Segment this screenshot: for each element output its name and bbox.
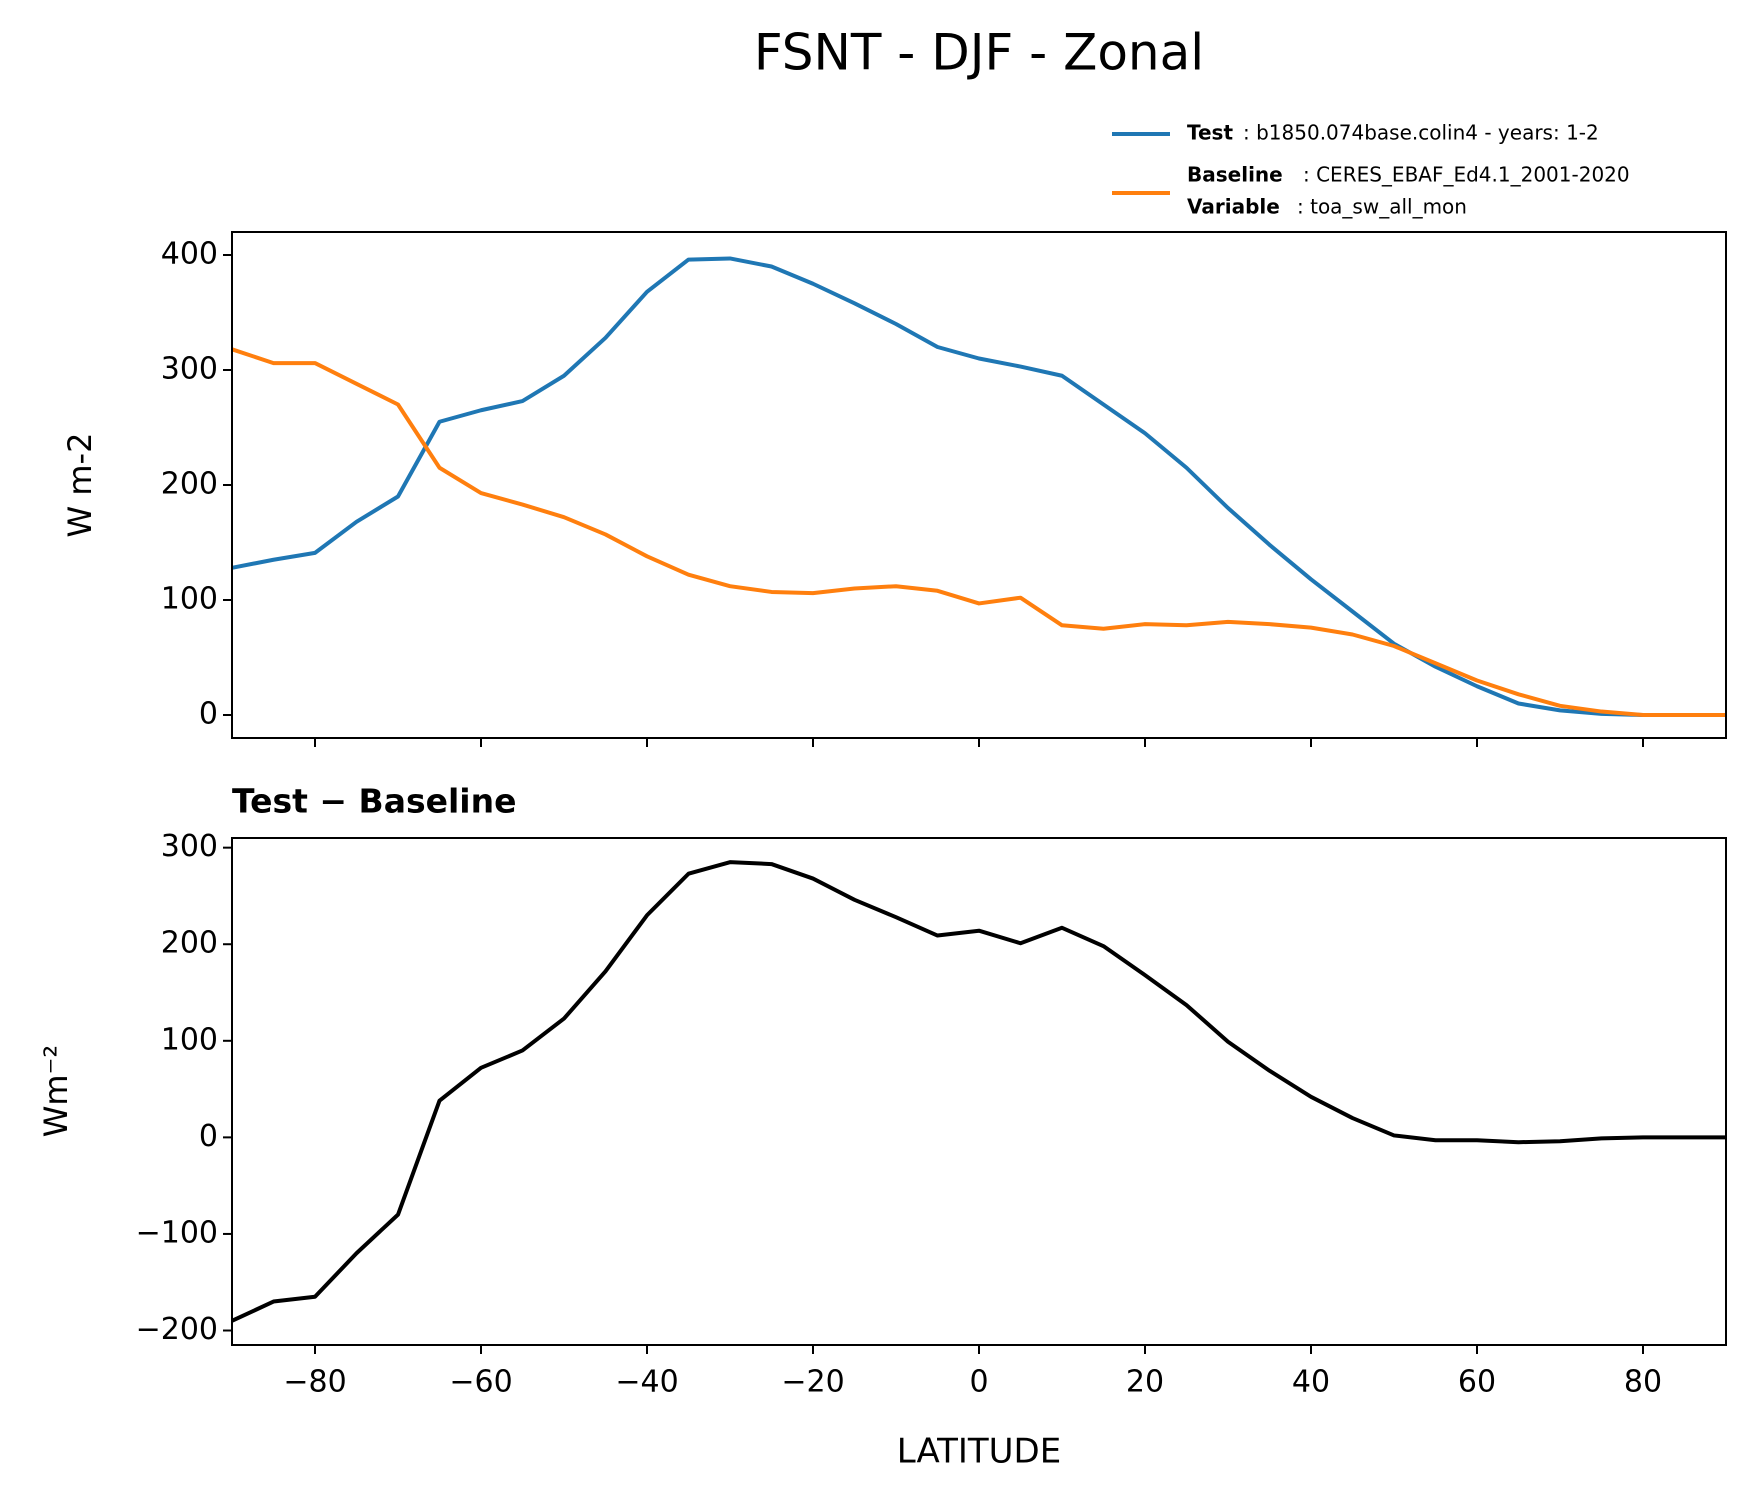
- legend-label: Variable: [1187, 195, 1280, 219]
- y-tick-label: −100: [136, 1215, 218, 1250]
- plot-frame: [231, 231, 1727, 739]
- y-axis-label: Wm⁻²: [37, 1045, 75, 1138]
- plot-frame: [231, 837, 1727, 1346]
- x-tick-label: −60: [449, 1365, 512, 1400]
- y-tick-label: 300: [161, 829, 218, 864]
- y-tick-label: 100: [161, 1022, 218, 1057]
- x-tick-label: −20: [781, 1365, 844, 1400]
- y-axis-label: W m-2: [61, 433, 99, 538]
- x-tick-label: 80: [1624, 1365, 1662, 1400]
- y-tick-label: 0: [199, 697, 218, 732]
- x-tick-label: 0: [969, 1365, 988, 1400]
- y-tick-label: 200: [161, 926, 218, 961]
- x-axis-label: LATITUDE: [897, 1432, 1061, 1472]
- data-line: [231, 860, 1726, 1323]
- y-tick-label: 300: [161, 352, 218, 387]
- legend-text: : toa_sw_all_mon: [1297, 195, 1467, 219]
- y-tick-label: 200: [161, 467, 218, 502]
- legend-text: : b1850.074base.colin4 - years: 1-2: [1243, 121, 1599, 145]
- subplot-title: Test − Baseline: [232, 782, 517, 821]
- legend-label: Test: [1187, 121, 1233, 145]
- figure-title: FSNT - DJF - Zonal: [754, 24, 1204, 82]
- y-tick-label: 400: [161, 237, 218, 272]
- x-tick-label: 40: [1292, 1365, 1330, 1400]
- x-tick-label: −40: [615, 1365, 678, 1400]
- legend-label: Baseline: [1187, 163, 1283, 187]
- x-tick-label: 60: [1458, 1365, 1496, 1400]
- x-tick-label: −80: [283, 1365, 346, 1400]
- x-tick-label: 20: [1126, 1365, 1164, 1400]
- y-tick-label: 0: [199, 1119, 218, 1154]
- y-tick-label: −200: [136, 1312, 218, 1347]
- legend-text: : CERES_EBAF_Ed4.1_2001-2020: [1303, 163, 1630, 187]
- y-tick-label: 100: [161, 582, 218, 617]
- data-line: [231, 347, 1726, 717]
- data-line: [231, 256, 1726, 717]
